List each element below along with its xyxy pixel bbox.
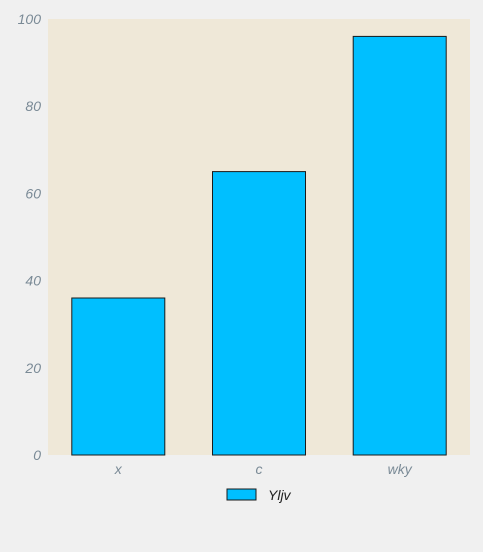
- bar-x: [71, 297, 166, 456]
- x-axis-ticks: x c wky: [114, 461, 413, 477]
- x-tick-label: wky: [388, 461, 413, 477]
- y-tick-label: 80: [25, 98, 41, 114]
- bar-wky: [352, 35, 447, 456]
- y-tick-label: 60: [25, 185, 41, 201]
- legend: Yljv: [226, 487, 292, 503]
- legend-label-yljv: Yljv: [268, 487, 292, 503]
- legend-swatch-yljv: [226, 488, 257, 501]
- x-tick-label: c: [256, 461, 263, 477]
- y-tick-label: 40: [25, 273, 41, 289]
- bars-group: [71, 35, 447, 456]
- y-tick-label: 0: [33, 447, 41, 463]
- x-tick-label: x: [114, 461, 123, 477]
- y-axis-ticks: 0 20 40 60 80 100: [18, 11, 42, 463]
- y-tick-label: 100: [18, 11, 42, 27]
- y-tick-label: 20: [24, 360, 41, 376]
- bar-c: [212, 171, 306, 456]
